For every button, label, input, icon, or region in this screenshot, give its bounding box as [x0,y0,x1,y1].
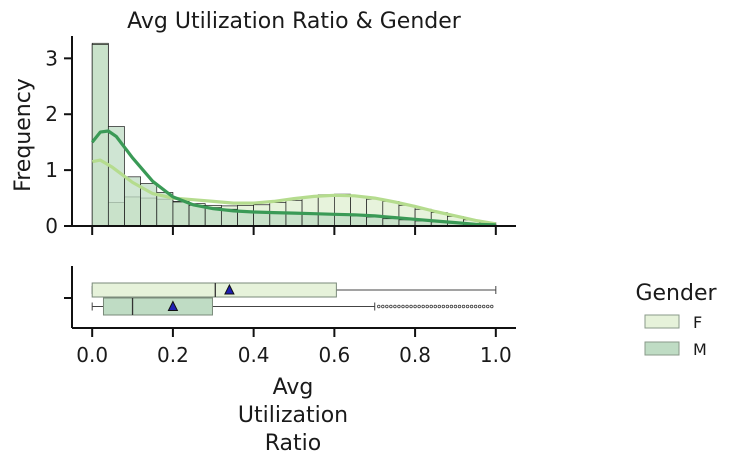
outlier-point-m [469,304,474,309]
outlier-point-m [401,304,405,309]
boxplot-axes: 0.0 0.2 0.4 0.6 0.8 1.0 [64,266,516,367]
box-plots [91,282,497,316]
hist-bar-m [188,204,206,227]
outlier-point-m [389,304,393,309]
hist-bar-m [334,214,351,227]
y-tick-label: 3 [45,46,58,70]
y-tick-label: 0 [45,214,58,238]
outlier-point-m [417,304,421,309]
outlier-point-m [445,304,450,309]
outlier-point-m [409,304,413,309]
histogram-bars [91,42,497,227]
legend-label-m: M [693,340,707,359]
outlier-point-m [433,304,437,309]
x-axis-label-line-2: Utilization [238,403,348,428]
outlier-point-m [385,304,389,309]
hist-bar-m [285,212,303,227]
hist-bar-m [317,213,335,227]
outlier-point-m [457,304,462,309]
outlier-point-m [465,304,470,309]
legend-swatch-f [644,314,680,329]
x-axis-label-line-3: Ratio [265,431,321,456]
outlier-point-m [473,304,478,309]
kde-line-m [90,129,496,227]
outlier-point-m [405,304,409,309]
legend-label-f: F [693,313,702,332]
x-axis-label-line-1: Avg [273,375,314,400]
mean-marker-f [224,283,235,295]
box-f [91,282,337,298]
hist-bar-m [253,211,271,227]
x-tick-label: 0.4 [238,343,270,367]
outlier-point-m [437,304,442,309]
outlier-point-m [453,304,458,309]
outlier-point-m [413,304,417,309]
hist-bar-m [269,212,287,227]
hist-bar-m [350,215,368,227]
outlier-point-m [397,304,401,309]
outlier-point-m [486,304,490,309]
hist-bar-m [91,44,109,227]
x-tick-label: 1.0 [480,343,512,367]
outlier-point-m [490,304,494,309]
hist-bar-m [172,201,190,227]
outlier-point-m [381,304,385,309]
legend: Gender F M [635,281,717,359]
hist-bar-m [301,213,319,227]
outlier-point-m [377,304,381,309]
kde-lines [90,129,497,227]
legend-swatch-m [644,341,680,356]
x-tick-label: 0.8 [399,343,431,367]
x-tick-label: 0.6 [318,343,350,367]
x-tick-label: 0.2 [157,343,189,367]
kde-line-f [91,158,497,226]
histogram-axes: 0 1 2 3 [45,36,516,238]
box-m [102,297,213,316]
chart-title: Avg Utilization Ratio & Gender [127,9,462,34]
x-tick-label: 0.0 [76,343,108,367]
legend-title: Gender [635,281,717,306]
outlier-point-m [393,304,397,309]
outlier-point-m [449,304,454,309]
y-axis-label: Frequency [11,78,36,192]
y-tick-label: 2 [45,102,58,126]
mean-marker-m [167,300,179,311]
hist-bar-m [382,218,400,227]
outlier-point-m [482,304,486,309]
outlier-point-m [429,304,433,309]
outlier-point-m [477,304,482,309]
hist-bar-m [366,216,384,227]
outlier-point-m [461,304,466,309]
outlier-point-m [425,304,429,309]
y-tick-label: 1 [45,158,58,182]
outlier-point-m [441,304,446,309]
outlier-point-m [421,304,425,309]
